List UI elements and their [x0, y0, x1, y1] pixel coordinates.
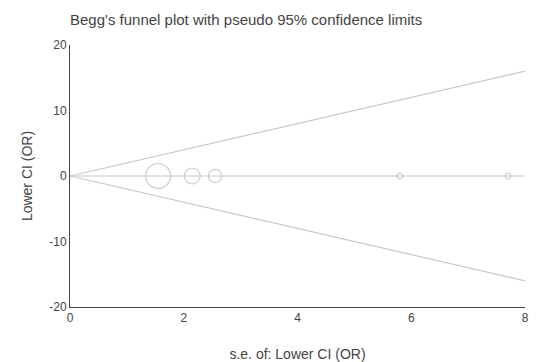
svg-text:4: 4: [294, 311, 301, 325]
svg-text:2: 2: [180, 311, 187, 325]
svg-text:20: 20: [53, 38, 67, 52]
svg-text:Lower CI (OR): Lower CI (OR): [19, 131, 35, 221]
svg-text:-20: -20: [49, 300, 67, 314]
svg-text:6: 6: [408, 311, 415, 325]
svg-text:8: 8: [522, 311, 529, 325]
svg-text:Begg's funnel plot with pseudo: Begg's funnel plot with pseudo 95% confi…: [70, 11, 422, 28]
svg-text:0: 0: [60, 169, 67, 183]
svg-text:0: 0: [67, 311, 74, 325]
svg-text:-10: -10: [49, 235, 67, 249]
svg-text:s.e. of: Lower CI (OR): s.e. of: Lower CI (OR): [229, 346, 365, 362]
svg-text:10: 10: [53, 104, 67, 118]
